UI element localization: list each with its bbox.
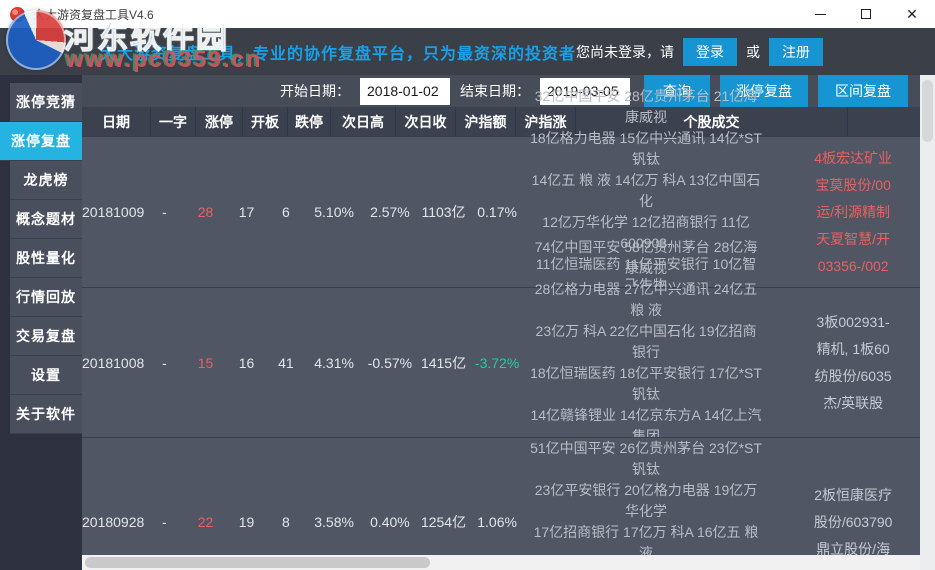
- register-button[interactable]: 注册: [769, 37, 824, 66]
- cell-kaiban: 17: [238, 204, 255, 220]
- query-button[interactable]: 查询: [644, 75, 710, 107]
- table-row[interactable]: 20181008 - 15 16 41 4.31% -0.57% 1415亿 -…: [82, 239, 920, 486]
- cell-dieting: 6: [281, 204, 290, 220]
- col-header-sh-amount: 沪指额: [455, 107, 515, 136]
- cell-dieting: 41: [278, 354, 294, 371]
- app-tagline: 大大游资复盘工具，专业的协作复盘平台，只为最资深的投资者: [100, 45, 577, 63]
- table-row[interactable]: 20180928 - 22 19 8 3.58% 0.40% 1254亿 1.0…: [82, 437, 920, 570]
- cell-stock-turnover: 74亿中国平安 58亿贵州茅台 28亿海康威视 28亿格力电器 27亿中兴通讯 …: [530, 239, 762, 486]
- cell-next-day-close: -0.57%: [367, 354, 413, 371]
- header-band: 大大游资复盘工具，专业的协作复盘平台，只为最资深的投资者 您尚未登录，请 登录 …: [0, 28, 935, 75]
- cell-kaiban: 16: [238, 354, 255, 371]
- cell-next-day-high: 4.31%: [314, 354, 354, 371]
- sidebar-item-gainianticai[interactable]: 概念题材: [10, 200, 82, 239]
- filter-bar: 开始日期： 结束日期： 查询 涨停复盘 区间复盘: [82, 75, 920, 107]
- title-bar: 大大游资复盘工具V4.6 ✕: [0, 0, 935, 28]
- end-date-label: 结束日期：: [460, 83, 530, 99]
- sidebar-item-jiaoyifupan[interactable]: 交易复盘: [10, 317, 82, 356]
- cell-yizi: -: [162, 354, 167, 371]
- cell-date: 20181009: [82, 204, 145, 220]
- horizontal-scrollbar-thumb[interactable]: [85, 557, 430, 568]
- sidebar-item-zhangting-jingcai[interactable]: 涨停竞猜: [10, 83, 82, 122]
- cell-yizi: -: [162, 514, 167, 530]
- leaders-text: 3板002931- 精机, 1板60 纺股份/6035 杰/英联股: [814, 313, 892, 411]
- table-row[interactable]: 20181009 - 28 17 6 5.10% 2.57% 1103亿 0.1…: [82, 88, 920, 335]
- login-button[interactable]: 登录: [683, 37, 738, 66]
- sidebar-item-hangqinghuifang[interactable]: 行情回放: [10, 278, 82, 317]
- cell-sh-change: 0.17%: [477, 204, 517, 220]
- start-date-label: 开始日期：: [280, 83, 350, 99]
- col-header-yizi: 一字: [150, 107, 195, 136]
- cell-stock-turnover: 51亿中国平安 26亿贵州茅台 23亿*ST钒钛 23亿平安银行 20亿格力电器…: [530, 440, 762, 570]
- login-area: 您尚未登录，请 登录 或 注册: [576, 37, 824, 66]
- window-title: 大大游资复盘工具V4.6: [33, 7, 154, 22]
- col-header-leaders: [847, 107, 920, 136]
- col-header-kaiban: 开板: [242, 107, 287, 136]
- cell-sh-amount: 1103亿: [421, 204, 466, 220]
- col-header-next-day-close: 次日收: [395, 107, 455, 136]
- vertical-scrollbar[interactable]: [920, 75, 935, 570]
- cell-sh-amount: 1415亿: [420, 354, 467, 371]
- sidebar-item-guanyuruanjian[interactable]: 关于软件: [10, 395, 82, 434]
- or-text: 或: [746, 43, 761, 60]
- cell-zhangting: 22: [197, 514, 214, 530]
- cell-dieting: 8: [281, 514, 290, 530]
- cell-date: 20181008: [82, 354, 145, 371]
- cell-zhangting: 15: [197, 354, 214, 371]
- vertical-scrollbar-thumb[interactable]: [922, 80, 933, 142]
- cell-next-day-high: 5.10%: [314, 204, 354, 220]
- col-header-dieting: 跌停: [287, 107, 330, 136]
- main-area: 涨停竞猜 涨停复盘 龙虎榜 概念题材 股性量化 行情回放 交易复盘 设置 关于软…: [0, 75, 935, 570]
- sidebar-item-guxinglianghua[interactable]: 股性量化: [10, 239, 82, 278]
- cell-sh-amount: 1254亿: [420, 514, 467, 530]
- cell-next-day-close: 0.40%: [370, 514, 410, 530]
- cell-kaiban: 19: [238, 514, 255, 530]
- col-header-sh-change: 沪指涨: [515, 107, 575, 136]
- start-date-input[interactable]: [360, 77, 450, 105]
- col-header-zhangting: 涨停: [195, 107, 242, 136]
- cell-next-day-high: 3.58%: [314, 514, 354, 530]
- col-header-date: 日期: [102, 113, 130, 130]
- sidebar-item-longhubang[interactable]: 龙虎榜: [10, 161, 82, 200]
- sidebar-item-zhangting-fupan[interactable]: 涨停复盘: [0, 122, 82, 161]
- col-header-stock-turnover: 个股成交: [575, 107, 847, 136]
- cell-next-day-close: 2.57%: [370, 204, 410, 220]
- maximize-button[interactable]: [843, 0, 889, 28]
- range-replay-button[interactable]: 区间复盘: [818, 75, 908, 107]
- maximize-icon: [861, 9, 871, 19]
- cell-yizi: -: [162, 204, 167, 220]
- col-header-next-day-high: 次日高: [330, 107, 395, 136]
- cell-zhangting: 28: [197, 204, 214, 220]
- app-logo-icon: [10, 6, 25, 22]
- minimize-icon: [814, 13, 826, 15]
- minimize-button[interactable]: [797, 0, 843, 28]
- horizontal-scrollbar[interactable]: [82, 555, 920, 570]
- sidebar-item-shezhi[interactable]: 设置: [10, 356, 82, 395]
- table-header: 日期 一字 涨停 开板 跌停 次日高 次日收 沪指额 沪指涨 个股成交: [82, 107, 920, 136]
- cell-sh-change: 1.06%: [477, 514, 517, 530]
- content-area: 开始日期： 结束日期： 查询 涨停复盘 区间复盘 日期 一字 涨停 开板 跌停 …: [82, 75, 920, 570]
- login-hint: 您尚未登录，请: [576, 43, 675, 60]
- close-button[interactable]: ✕: [889, 0, 935, 28]
- window-controls: ✕: [797, 0, 935, 28]
- leaders-text: 4板宏达矿业 宝莫股份/00 运/利源精制 天夏智慧/开 03356-/002: [814, 149, 893, 274]
- leaders-text: 2板恒康医疗 股份/603790 鼎立股份/海: [813, 486, 893, 557]
- zhangting-replay-button[interactable]: 涨停复盘: [720, 75, 808, 107]
- cell-leaders: 2板恒康医疗 股份/603790 鼎立股份/海: [768, 438, 920, 570]
- cell-leaders: 4板宏达矿业 宝莫股份/00 运/利源精制 天夏智慧/开 03356-/002: [768, 137, 920, 287]
- cell-date: 20180928: [82, 514, 145, 530]
- end-date-input[interactable]: [540, 77, 630, 105]
- cell-sh-change: -3.72%: [474, 354, 520, 371]
- cell-leaders: 3板002931- 精机, 1板60 纺股份/6035 杰/英联股: [768, 288, 920, 437]
- close-icon: ✕: [906, 6, 918, 22]
- sidebar: 涨停竞猜 涨停复盘 龙虎榜 概念题材 股性量化 行情回放 交易复盘 设置 关于软…: [0, 75, 82, 570]
